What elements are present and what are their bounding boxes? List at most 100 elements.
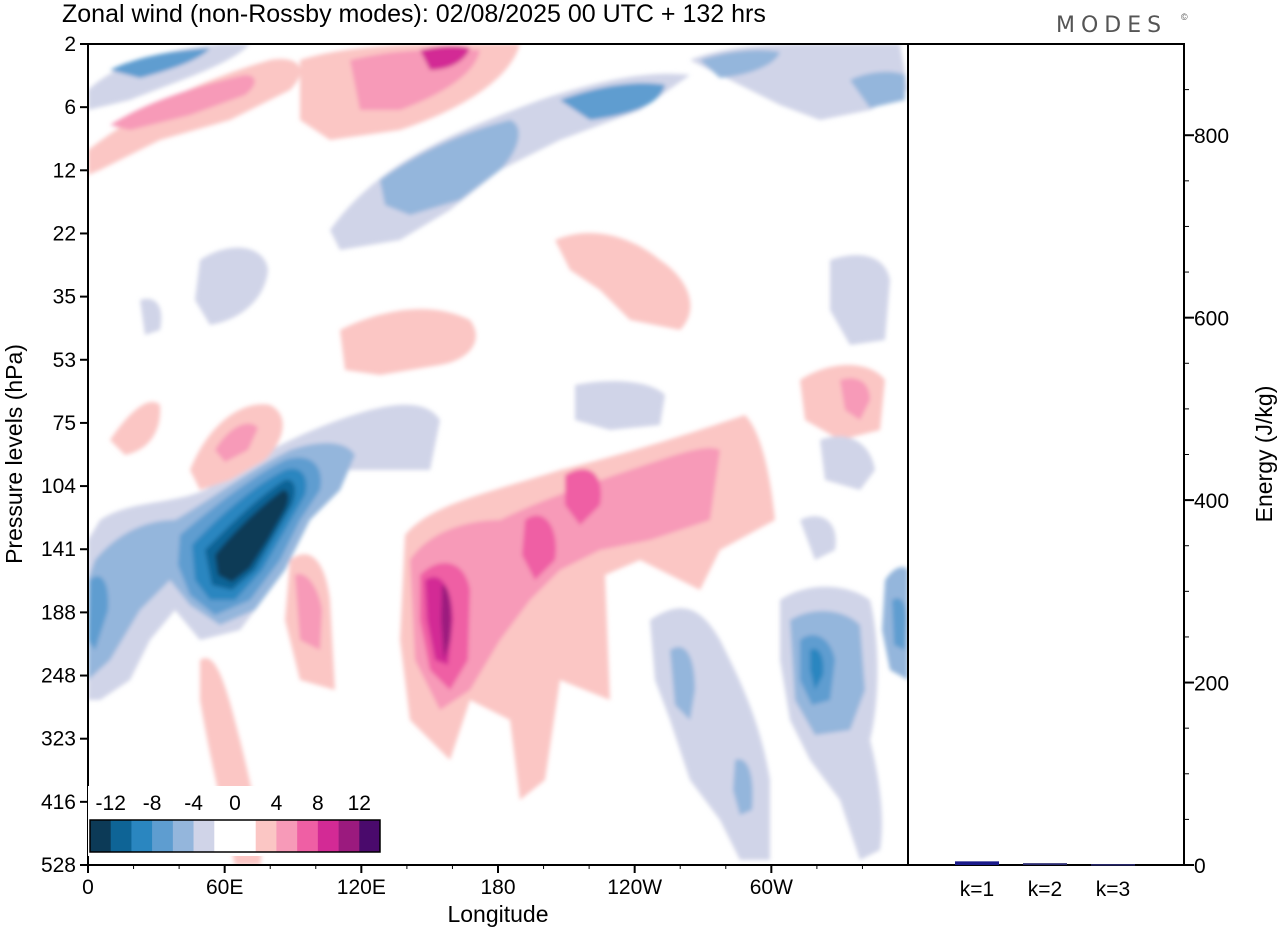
colorbar-swatch (193, 820, 215, 852)
contour-pos-8b (295, 574, 322, 650)
colorbar-swatch (359, 820, 381, 852)
colorbar-swatch (235, 820, 257, 852)
contour-upper-neg-b2 (380, 120, 519, 215)
contour-mid-neg-d (820, 436, 875, 490)
heatmap-panel: 2 6 12 22 35 53 75 104 141 188 248 323 416 528 0 60E 12… (1, 33, 909, 927)
x-tick-label: 0 (82, 876, 94, 899)
colorbar-label: 12 (348, 792, 371, 815)
colorbar-label: 8 (312, 792, 324, 815)
energy-bar-k=3 (1091, 864, 1135, 866)
energy-bar-panel: 0 200 400 600 800 k=1 k=2 k=3 Energy (J/kg) (907, 43, 1277, 901)
contour-upper-pos-b3 (420, 45, 470, 70)
x-tick-label: 180 (480, 876, 515, 899)
contour-low-neg-a2 (670, 646, 695, 720)
energy-tick-label: 600 (1194, 308, 1229, 331)
x-axis-label: Longitude (447, 901, 548, 927)
colorbar-label: 4 (271, 792, 283, 815)
contour-mid-neg-e (140, 298, 162, 335)
heatmap-field (88, 44, 908, 865)
colorbar-legend: -12 -8 -4 0 4 8 12 (88, 786, 382, 856)
bar-frame (907, 43, 1185, 866)
x-tick-label: 60W (750, 876, 793, 899)
contour-mid-pos-d (110, 401, 161, 455)
contour-mid-neg-c (830, 255, 890, 345)
colorbar-label: -8 (143, 792, 162, 815)
y-tick-label: 53 (53, 349, 76, 372)
modes-logo: MODES © (1056, 12, 1188, 38)
contour-pos-10b (522, 515, 556, 580)
contour-upper-neg-c2 (700, 50, 780, 78)
y-tick-label: 22 (53, 222, 76, 245)
colorbar-swatch (152, 820, 174, 852)
y-tick-label: 2 (64, 33, 76, 56)
colorbar-swatch (317, 820, 339, 852)
y-axis-label: Pressure levels (hPa) (1, 344, 27, 564)
contour-low-neg-c2 (892, 598, 906, 650)
heatmap-x-axis: 0 60E 120E 180 120W 60W (82, 865, 863, 899)
contour-neg-8b (88, 576, 109, 650)
contour-upper-pos-a2 (110, 75, 255, 130)
y-tick-label: 323 (41, 728, 76, 751)
y-tick-label: 528 (41, 854, 76, 877)
contour-neg-14 (215, 490, 289, 582)
contour-mid-pos-c2 (840, 378, 870, 420)
colorbar-swatch (172, 820, 194, 852)
chart-title: Zonal wind (non-Rossby modes): 02/08/202… (62, 0, 766, 28)
colorbar-swatch (90, 820, 112, 852)
logo-text: MODES (1056, 13, 1167, 38)
energy-tick-label: 800 (1194, 125, 1229, 148)
energy-bar-k=2 (1023, 863, 1067, 865)
contour-low-neg-b4 (810, 648, 824, 690)
colorbar-label: 0 (229, 792, 241, 815)
colorbar-frame (89, 819, 381, 853)
energy-category-label: k=3 (1096, 878, 1130, 901)
contour-mid-pos-b (340, 309, 476, 375)
energy-tick-label: 0 (1194, 855, 1206, 878)
contour-upper-neg-a2 (110, 48, 210, 78)
contour-pos-14 (441, 585, 452, 660)
contour-upper-neg-c3 (850, 71, 905, 108)
y-tick-label: 104 (41, 475, 76, 498)
contour-mid-neg-b (575, 381, 665, 430)
energy-bars (955, 861, 1135, 866)
contour-upper-neg-b3 (560, 83, 665, 120)
energy-tick-label: 400 (1194, 490, 1229, 513)
contour-pos-8 (410, 448, 720, 710)
y-tick-label: 35 (53, 286, 76, 309)
energy-axis-label: Energy (J/kg) (1251, 386, 1277, 523)
y-tick-label: 248 (41, 665, 76, 688)
x-tick-label: 60E (206, 876, 243, 899)
contour-low-neg-d (800, 516, 836, 560)
colorbar-swatch (110, 820, 132, 852)
energy-bar-k=1 (955, 861, 999, 865)
colorbar-label: -4 (184, 792, 203, 815)
energy-category-label: k=1 (960, 878, 994, 901)
colorbar-swatch (276, 820, 298, 852)
energy-y-axis: 0 200 400 600 800 (1184, 89, 1229, 878)
contour-pos-10c (565, 469, 601, 525)
y-tick-label: 12 (53, 159, 76, 182)
y-tick-label: 75 (53, 412, 76, 435)
contour-low-neg-a3 (733, 759, 753, 815)
x-tick-label: 120E (337, 876, 386, 899)
colorbar-swatch (255, 820, 277, 852)
x-tick-label: 120W (607, 876, 662, 899)
logo-mark: © (1181, 12, 1188, 22)
colorbar-label: -12 (96, 792, 126, 815)
y-tick-label: 188 (41, 601, 76, 624)
heatmap-y-axis: 2 6 12 22 35 53 75 104 141 188 248 323 416 528 (41, 33, 88, 877)
colorbar-swatch (297, 820, 319, 852)
energy-tick-label: 200 (1194, 673, 1229, 696)
colorbar-swatch (338, 820, 360, 852)
energy-x-axis: k=1 k=2 k=3 (960, 878, 1130, 901)
colorbar-swatch (214, 820, 236, 852)
y-tick-label: 141 (41, 538, 76, 561)
contour-mid-neg-a (195, 247, 268, 325)
colorbar-swatch (131, 820, 153, 852)
contour-mid-pos-a (555, 232, 691, 330)
contour-upper-neg-a (88, 44, 250, 110)
y-tick-label: 6 (64, 96, 76, 119)
contour-pos-75E-inner (215, 423, 258, 462)
energy-category-label: k=2 (1028, 878, 1062, 901)
